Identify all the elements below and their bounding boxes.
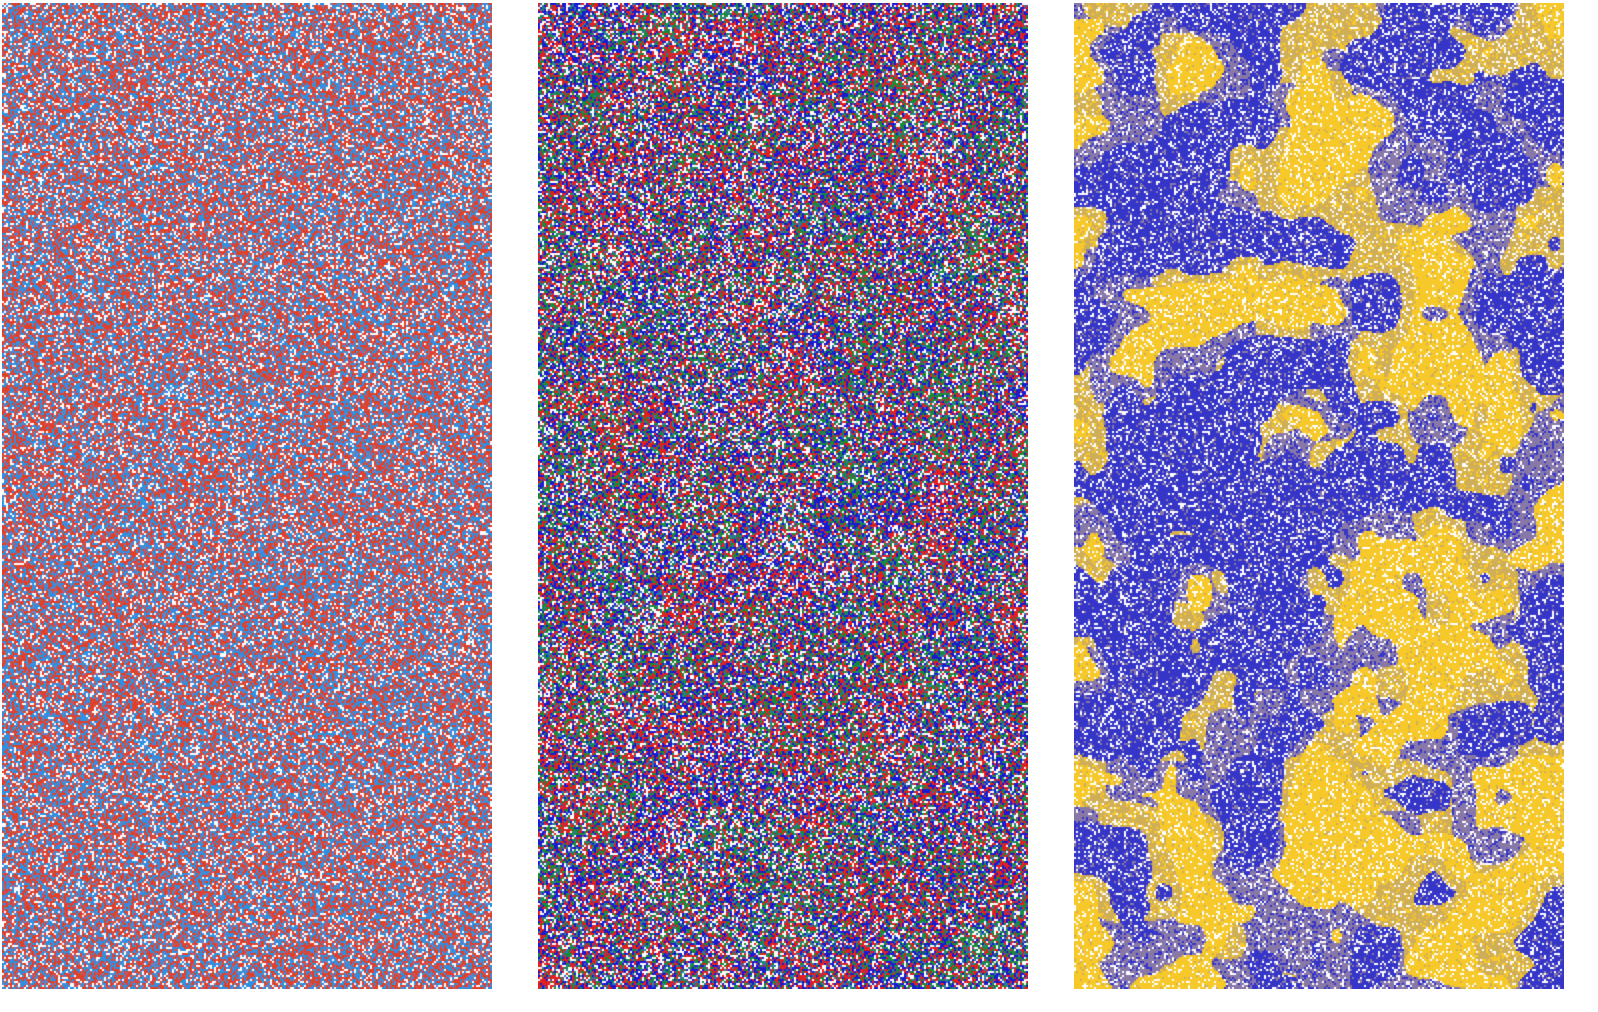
lattice-panel-domains [1074, 3, 1564, 989]
lattice-panel-two-species [2, 3, 492, 989]
lattice-panel-four-species [538, 3, 1028, 989]
